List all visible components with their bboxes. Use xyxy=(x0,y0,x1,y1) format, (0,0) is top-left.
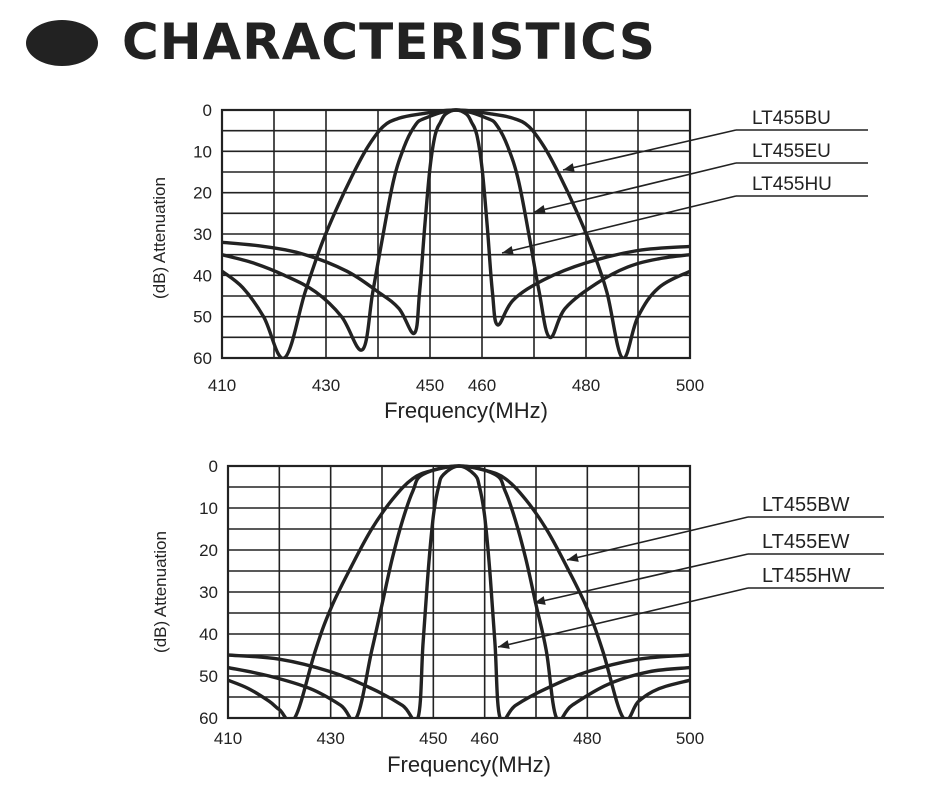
x-tick-label: 410 xyxy=(214,729,242,748)
y-axis-label: (dB) Attenuation xyxy=(151,531,170,653)
bullet-icon xyxy=(26,20,98,66)
y-tick-label: 20 xyxy=(199,541,218,560)
legend-arrowhead xyxy=(498,640,510,649)
x-tick-label: 460 xyxy=(468,376,496,395)
y-tick-label: 60 xyxy=(199,709,218,728)
chart-top: 0 10 20 30 40 50 60 410 430 450 460 480 500 Frequency… xyxy=(150,101,868,423)
x-tick-label: 480 xyxy=(572,376,600,395)
legend-arrowhead xyxy=(534,596,546,605)
legend-label-lt455ew: LT455EW xyxy=(762,531,850,553)
x-tick-label: 500 xyxy=(676,376,704,395)
legend-label-lt455hu: LT455HU xyxy=(752,174,832,195)
x-axis-label: Frequency(MHz) xyxy=(384,398,548,423)
x-tick-label: 460 xyxy=(470,729,498,748)
legend-arrowhead xyxy=(502,246,514,255)
series-line-lt455hu xyxy=(222,108,690,335)
legend-label-lt455hw: LT455HW xyxy=(762,565,851,587)
legend-leader-line xyxy=(533,553,749,604)
legend-arrowhead xyxy=(563,163,575,172)
y-tick-label: 50 xyxy=(193,308,212,327)
series-line-lt455ew xyxy=(228,464,690,718)
y-tick-label: 40 xyxy=(199,625,218,644)
legend-leader-line xyxy=(501,195,737,254)
x-tick-label: 430 xyxy=(316,729,344,748)
legend-leader-line xyxy=(566,516,749,561)
legend-arrowhead xyxy=(567,553,579,562)
x-tick-label: 480 xyxy=(573,729,601,748)
y-tick-label: 30 xyxy=(199,583,218,602)
legend-label-lt455eu: LT455EU xyxy=(752,141,831,162)
x-tick-label: 450 xyxy=(416,376,444,395)
y-tick-label: 10 xyxy=(193,142,212,161)
y-tick-label: 40 xyxy=(193,266,212,285)
legend-leader-line xyxy=(562,129,737,171)
legend-leader-line xyxy=(497,587,749,648)
y-tick-label: 10 xyxy=(199,499,218,518)
x-tick-label: 430 xyxy=(312,376,340,395)
y-tick-label: 60 xyxy=(193,349,212,368)
x-tick-label: 500 xyxy=(676,729,704,748)
y-tick-label: 0 xyxy=(203,101,212,120)
legend-arrowhead xyxy=(534,205,546,214)
legend-label-lt455bu: LT455BU xyxy=(752,108,831,129)
y-tick-label: 30 xyxy=(193,225,212,244)
x-tick-label: 410 xyxy=(208,376,236,395)
legend-leader-line xyxy=(533,162,737,213)
y-tick-label: 50 xyxy=(199,667,218,686)
header: CHARACTERISTICS xyxy=(22,10,922,71)
legend-label-lt455bw: LT455BW xyxy=(762,494,850,516)
series-line-lt455hw xyxy=(228,464,690,718)
page-title: CHARACTERISTICS xyxy=(122,13,656,71)
x-axis-label: Frequency(MHz) xyxy=(387,752,551,777)
y-tick-label: 0 xyxy=(209,457,218,476)
y-tick-label: 20 xyxy=(193,184,212,203)
x-tick-label: 450 xyxy=(419,729,447,748)
y-axis-label: (dB) Attenuation xyxy=(150,177,169,299)
